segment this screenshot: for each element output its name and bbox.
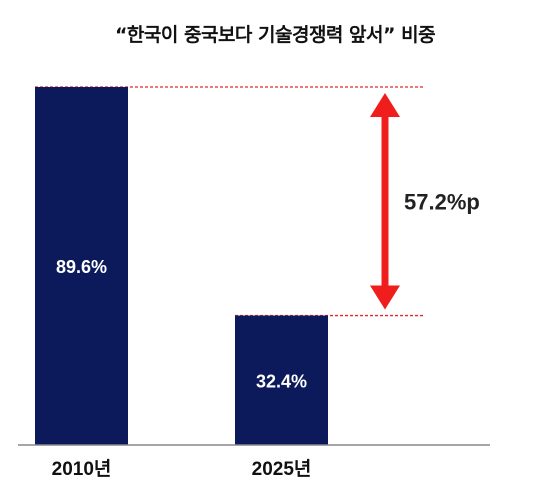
bar-value-label-1: 32.4%: [256, 371, 307, 391]
category-label-1: 2025년: [252, 458, 312, 480]
double-arrow-icon: [370, 93, 400, 310]
difference-annotation: 57.2%p: [370, 93, 480, 310]
category-label-0: 2010년: [52, 458, 112, 480]
bars-group: 89.6% 32.4%: [35, 87, 328, 445]
category-labels: 2010년 2025년: [52, 458, 312, 480]
bar-1: [235, 315, 328, 445]
chart-title: “한국이 중국보다 기술경쟁력 앞서” 비중: [114, 24, 436, 46]
bar-value-label-0: 89.6%: [56, 257, 107, 277]
difference-label: 57.2%p: [404, 189, 480, 214]
bar-0: [35, 87, 128, 445]
